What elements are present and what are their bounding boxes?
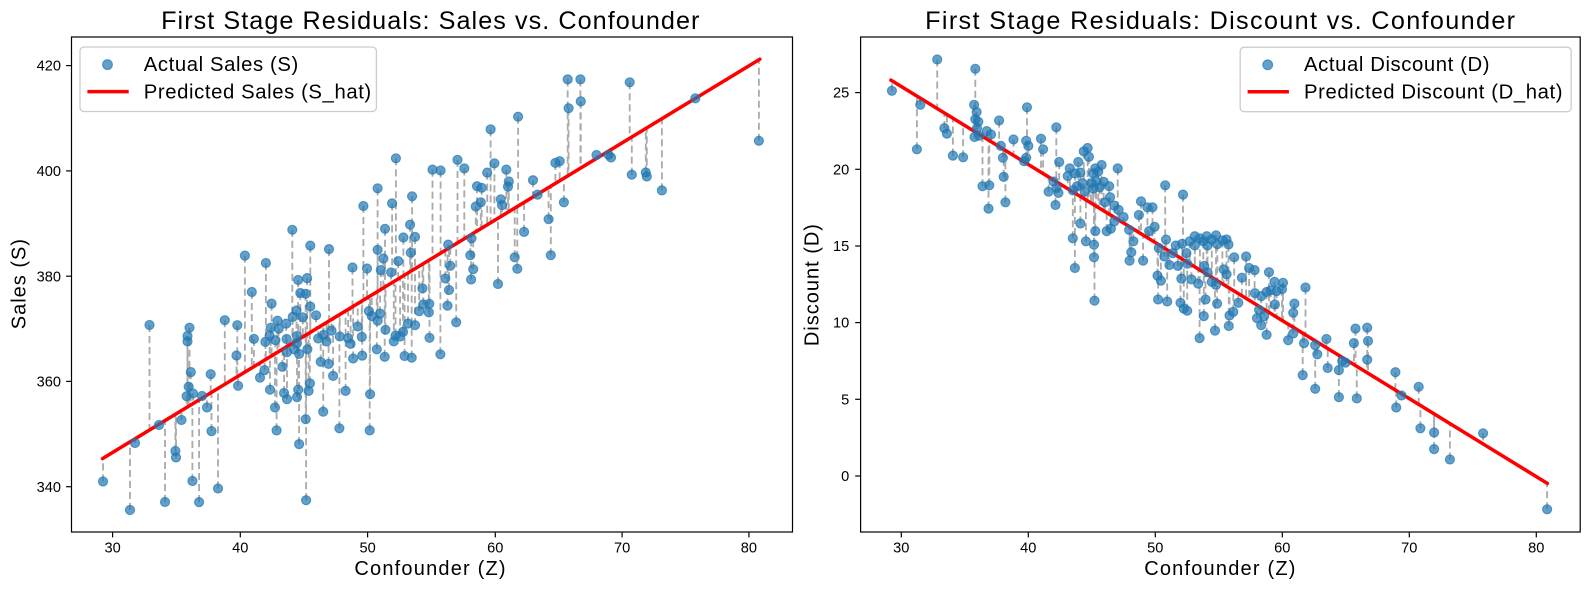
svg-text:Predicted Sales (S_hat): Predicted Sales (S_hat) bbox=[144, 81, 372, 103]
svg-text:Sales (S): Sales (S) bbox=[8, 238, 30, 329]
svg-text:80: 80 bbox=[741, 541, 757, 557]
svg-text:50: 50 bbox=[359, 541, 375, 557]
svg-text:380: 380 bbox=[37, 269, 61, 285]
svg-text:Actual Discount (D): Actual Discount (D) bbox=[1304, 54, 1490, 76]
svg-text:400: 400 bbox=[37, 164, 61, 180]
svg-text:30: 30 bbox=[104, 541, 120, 557]
svg-text:Discount (D): Discount (D) bbox=[802, 223, 824, 346]
svg-text:5: 5 bbox=[841, 392, 849, 408]
svg-text:50: 50 bbox=[1147, 541, 1163, 557]
svg-text:25: 25 bbox=[833, 86, 849, 102]
svg-text:60: 60 bbox=[487, 541, 503, 557]
svg-text:15: 15 bbox=[833, 239, 849, 255]
svg-text:80: 80 bbox=[1528, 541, 1544, 557]
svg-text:60: 60 bbox=[1274, 541, 1290, 557]
svg-text:Predicted Discount (D_hat): Predicted Discount (D_hat) bbox=[1304, 82, 1563, 104]
svg-text:340: 340 bbox=[37, 480, 61, 496]
svg-text:70: 70 bbox=[614, 541, 630, 557]
svg-text:70: 70 bbox=[1401, 541, 1417, 557]
svg-text:40: 40 bbox=[1020, 541, 1036, 557]
svg-text:First Stage Residuals: Sales v: First Stage Residuals: Sales vs. Confoun… bbox=[161, 7, 700, 35]
svg-text:10: 10 bbox=[833, 316, 849, 332]
svg-text:Confounder (Z): Confounder (Z) bbox=[1144, 558, 1296, 580]
svg-text:First Stage Residuals: Discoun: First Stage Residuals: Discount vs. Conf… bbox=[925, 7, 1516, 35]
svg-text:0: 0 bbox=[841, 469, 849, 485]
svg-text:Actual Sales (S): Actual Sales (S) bbox=[144, 54, 299, 76]
svg-text:20: 20 bbox=[833, 162, 849, 178]
svg-text:Confounder (Z): Confounder (Z) bbox=[354, 558, 506, 580]
svg-text:360: 360 bbox=[37, 375, 61, 391]
svg-text:30: 30 bbox=[893, 541, 909, 557]
svg-text:420: 420 bbox=[37, 59, 61, 75]
svg-text:40: 40 bbox=[232, 541, 248, 557]
